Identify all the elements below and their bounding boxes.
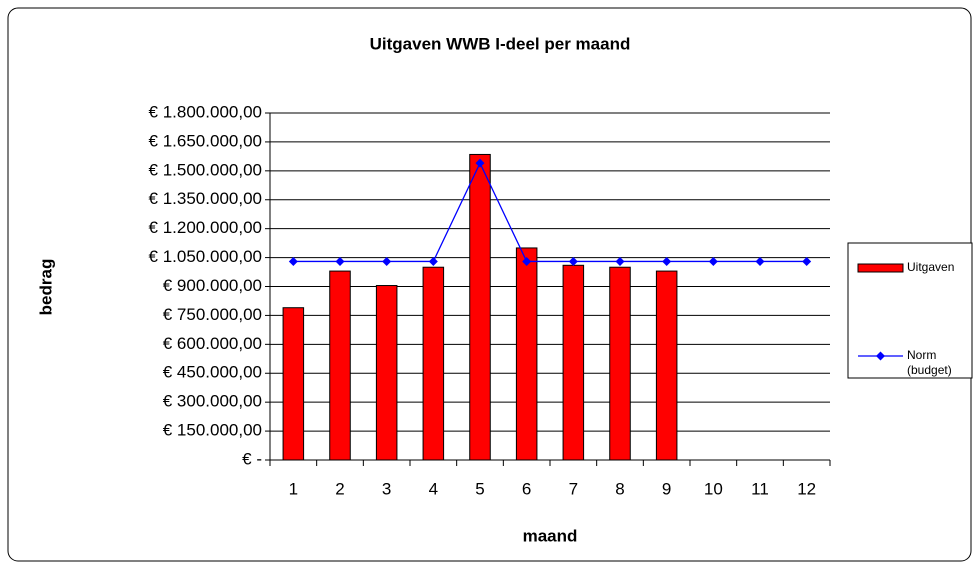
- x-tick-label: 8: [615, 479, 624, 498]
- line-marker: [335, 256, 345, 266]
- bar: [562, 264, 585, 461]
- y-tick-label: € -: [242, 449, 262, 468]
- x-tick-label: 5: [475, 479, 484, 498]
- line: [293, 161, 807, 263]
- line-marker: [568, 256, 578, 266]
- y-tick-label: € 600.000,00: [163, 334, 262, 353]
- bar: [469, 153, 491, 461]
- chart-title: Uitgaven WWB I-deel per maand: [370, 34, 631, 53]
- bar: [422, 266, 445, 461]
- y-tick-label: € 900.000,00: [163, 276, 262, 295]
- y-tick-label: € 1.800.000,00: [149, 102, 262, 121]
- x-tick-label: 4: [429, 479, 438, 498]
- bar: [375, 285, 398, 461]
- line-marker: [708, 256, 718, 266]
- legend-swatch: [876, 351, 885, 361]
- y-tick-label: € 1.350.000,00: [149, 189, 262, 208]
- x-axis-label: maand: [523, 526, 578, 545]
- y-axis-label: bedrag: [36, 259, 55, 316]
- line-marker: [662, 256, 672, 266]
- bar: [329, 270, 351, 461]
- x-tick-label: 1: [289, 479, 298, 498]
- line-marker: [382, 256, 392, 266]
- y-tick-label: € 450.000,00: [163, 363, 262, 382]
- legend-swatch: [857, 263, 904, 273]
- bar: [515, 247, 538, 461]
- line-marker: [802, 256, 812, 266]
- legend-label: Uitgaven: [907, 260, 955, 274]
- bar: [282, 307, 305, 461]
- y-tick-label: € 1.650.000,00: [149, 131, 262, 150]
- x-tick-label: 10: [704, 479, 723, 498]
- x-tick-label: 7: [569, 479, 578, 498]
- bar: [609, 266, 631, 461]
- x-tick-label: 11: [751, 479, 769, 498]
- x-tick-label: 12: [797, 479, 816, 498]
- y-tick-label: € 1.050.000,00: [149, 247, 262, 266]
- y-tick-label: € 750.000,00: [163, 305, 262, 324]
- bar: [655, 270, 678, 461]
- legend-label: Norm (budget): [907, 348, 952, 377]
- y-tick-label: € 1.200.000,00: [149, 218, 262, 237]
- y-tick-label: € 300.000,00: [163, 392, 262, 411]
- line-marker: [522, 256, 532, 266]
- x-tick-label: 2: [335, 479, 344, 498]
- line-marker: [755, 256, 765, 266]
- x-tick-label: 9: [662, 479, 671, 498]
- line-marker: [288, 256, 298, 266]
- x-tick-label: 6: [522, 479, 531, 498]
- x-tick-label: 3: [382, 479, 391, 498]
- line-marker: [475, 158, 485, 168]
- line-marker: [428, 256, 438, 266]
- y-tick-label: € 150.000,00: [163, 421, 262, 440]
- y-tick-label: € 1.500.000,00: [149, 160, 262, 179]
- line-marker: [615, 256, 625, 266]
